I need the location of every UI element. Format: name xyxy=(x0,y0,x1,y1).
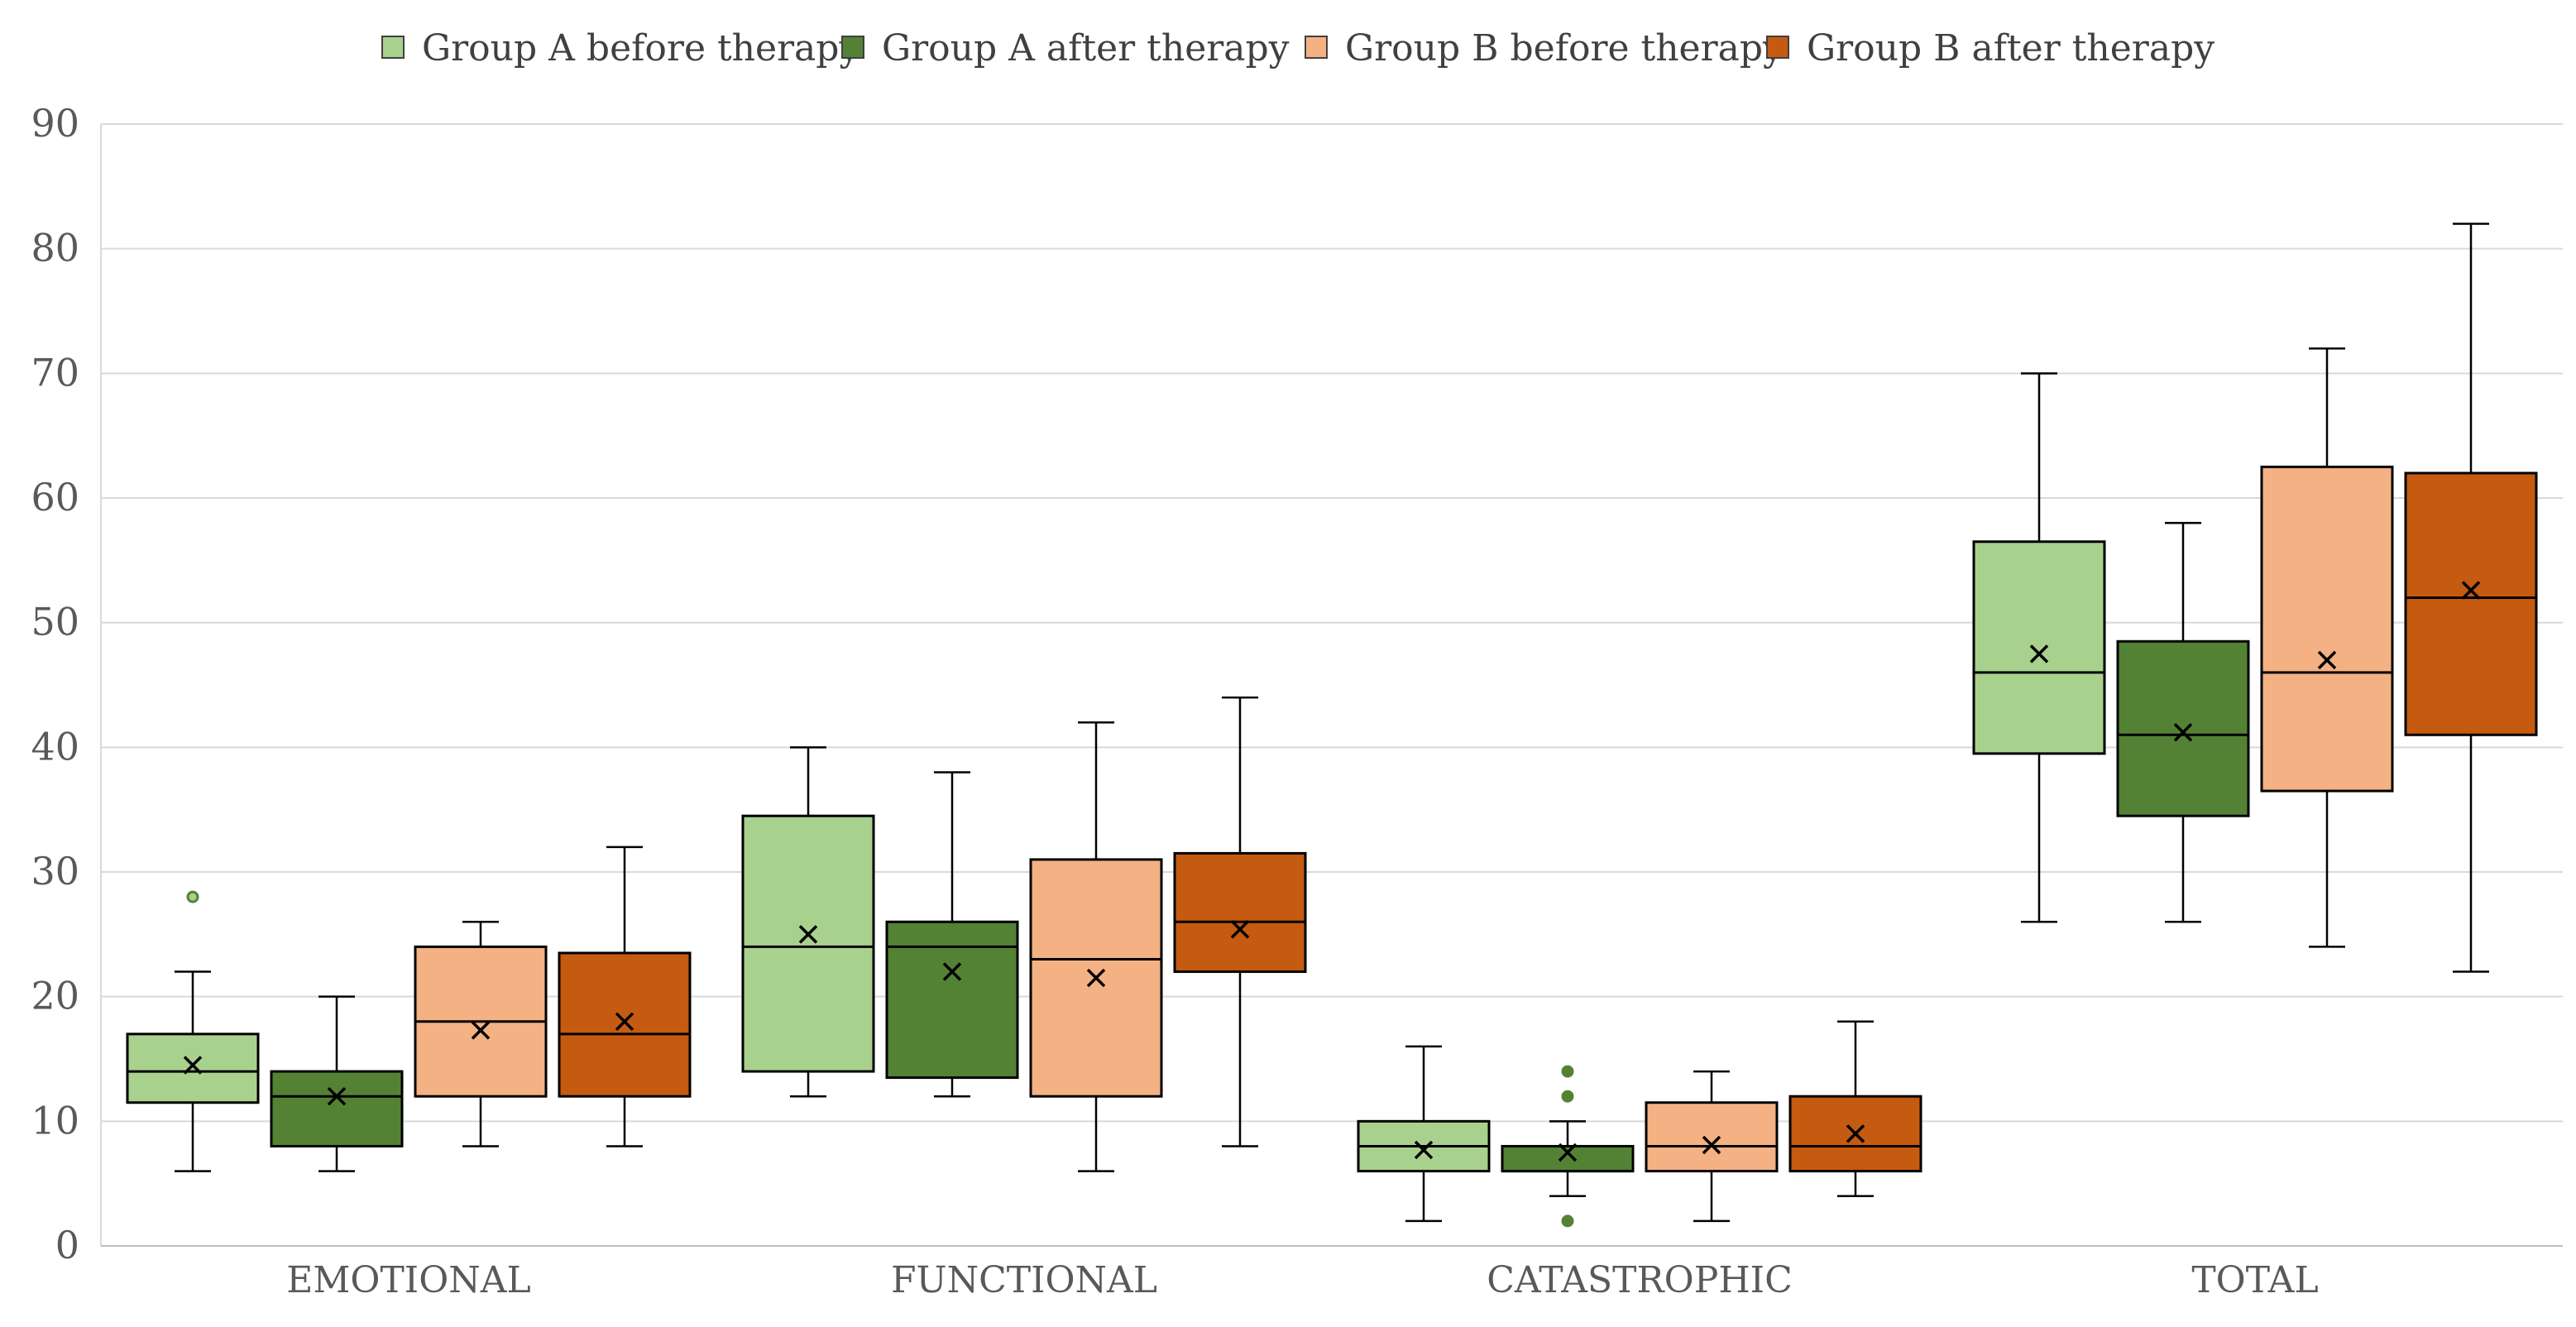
y-tick-label-0: 0 xyxy=(55,1223,79,1267)
legend: Group A before therapy Group A after ther… xyxy=(381,27,2214,69)
x-category-label-catastrophic: CATASTROPHIC xyxy=(1487,1259,1792,1301)
iqr-box-functional-series-1 xyxy=(741,814,875,1073)
box-functional-series-4 xyxy=(1173,696,1307,1147)
y-tick-label-70: 70 xyxy=(31,350,79,395)
box-functional-series-2 xyxy=(885,771,1019,1098)
box-functional-series-1 xyxy=(741,746,875,1098)
y-tick-label-60: 60 xyxy=(31,475,79,520)
box-emotional-series-3 xyxy=(414,921,548,1147)
mean-marker-catastrophic-series-3 xyxy=(1702,1135,1721,1155)
mean-marker-total-series-1 xyxy=(2029,644,2049,664)
iqr-box-functional-series-4 xyxy=(1173,851,1307,974)
mean-marker-emotional-series-1 xyxy=(183,1056,203,1075)
iqr-box-total-series-2 xyxy=(2116,640,2250,817)
iqr-box-emotional-series-4 xyxy=(558,951,692,1098)
mean-marker-total-series-2 xyxy=(2173,723,2193,742)
box-total-series-4 xyxy=(2404,223,2538,973)
x-category-label-emotional: EMOTIONAL xyxy=(286,1259,531,1301)
legend-label-2: Group A after therapy xyxy=(882,27,1290,69)
mean-marker-total-series-4 xyxy=(2461,581,2481,600)
box-catastrophic-series-2 xyxy=(1501,1065,1635,1228)
iqr-box-catastrophic-series-2 xyxy=(1501,1144,1635,1173)
mean-marker-emotional-series-4 xyxy=(615,1012,634,1032)
legend-item-2: Group A after therapy xyxy=(841,27,1290,69)
y-axis: 0 10 20 30 40 50 60 70 80 90 xyxy=(31,101,102,1267)
mean-marker-functional-series-1 xyxy=(798,925,818,944)
outlier-catastrophic-series-2-1 xyxy=(1561,1214,1574,1228)
mean-marker-emotional-series-2 xyxy=(327,1086,347,1106)
iqr-box-emotional-series-2 xyxy=(270,1070,404,1147)
mean-marker-functional-series-3 xyxy=(1086,968,1106,988)
mean-marker-emotional-series-3 xyxy=(471,1021,491,1040)
y-tick-label-10: 10 xyxy=(31,1098,79,1143)
iqr-box-total-series-1 xyxy=(1972,540,2106,755)
legend-label-3: Group B before therapy xyxy=(1345,27,1784,69)
mean-marker-functional-series-2 xyxy=(942,962,962,981)
legend-item-3: Group B before therapy xyxy=(1305,27,1784,69)
legend-label-4: Group B after therapy xyxy=(1807,27,2214,69)
iqr-box-total-series-3 xyxy=(2260,465,2394,793)
legend-swatch-4 xyxy=(1766,36,1789,59)
legend-swatch-1 xyxy=(381,36,405,59)
y-tick-label-20: 20 xyxy=(31,974,79,1018)
iqr-box-emotional-series-1 xyxy=(126,1032,260,1104)
box-catastrophic-series-1 xyxy=(1357,1045,1491,1223)
outlier-catastrophic-series-2-3 xyxy=(1561,1065,1574,1078)
iqr-box-catastrophic-series-3 xyxy=(1645,1101,1779,1173)
box-catastrophic-series-4 xyxy=(1788,1020,1922,1197)
iqr-box-functional-series-2 xyxy=(885,920,1019,1080)
y-tick-label-90: 90 xyxy=(31,101,79,146)
y-tick-label-50: 50 xyxy=(31,600,79,644)
plot-area xyxy=(126,223,2538,1228)
y-tick-label-30: 30 xyxy=(31,849,79,893)
box-total-series-1 xyxy=(1972,372,2106,923)
box-emotional-series-4 xyxy=(558,846,692,1147)
x-category-label-functional: FUNCTIONAL xyxy=(891,1259,1157,1301)
mean-marker-catastrophic-series-4 xyxy=(1846,1124,1865,1143)
mean-marker-total-series-3 xyxy=(2317,650,2337,670)
x-axis: EMOTIONAL FUNCTIONAL CATASTROPHIC TOTAL xyxy=(101,1245,2563,1301)
outlier-catastrophic-series-2-2 xyxy=(1561,1090,1574,1103)
box-catastrophic-series-3 xyxy=(1645,1070,1779,1223)
legend-label-1: Group A before therapy xyxy=(422,27,859,69)
legend-swatch-3 xyxy=(1305,36,1328,59)
box-functional-series-3 xyxy=(1029,721,1163,1172)
legend-swatch-2 xyxy=(841,36,864,59)
box-total-series-2 xyxy=(2116,521,2250,923)
box-emotional-series-2 xyxy=(270,995,404,1172)
x-category-label-total: TOTAL xyxy=(2191,1259,2318,1301)
y-tick-label-80: 80 xyxy=(31,226,79,271)
outlier-emotional-series-1-1 xyxy=(186,890,199,903)
box-total-series-3 xyxy=(2260,347,2394,948)
legend-item-4: Group B after therapy xyxy=(1766,27,2214,69)
mean-marker-functional-series-4 xyxy=(1230,920,1250,939)
mean-marker-catastrophic-series-1 xyxy=(1414,1140,1434,1160)
box-emotional-series-1 xyxy=(126,890,260,1172)
y-tick-label-40: 40 xyxy=(31,724,79,769)
mean-marker-catastrophic-series-2 xyxy=(1558,1143,1578,1162)
iqr-box-total-series-4 xyxy=(2404,472,2538,736)
legend-item-1: Group A before therapy xyxy=(381,27,859,69)
